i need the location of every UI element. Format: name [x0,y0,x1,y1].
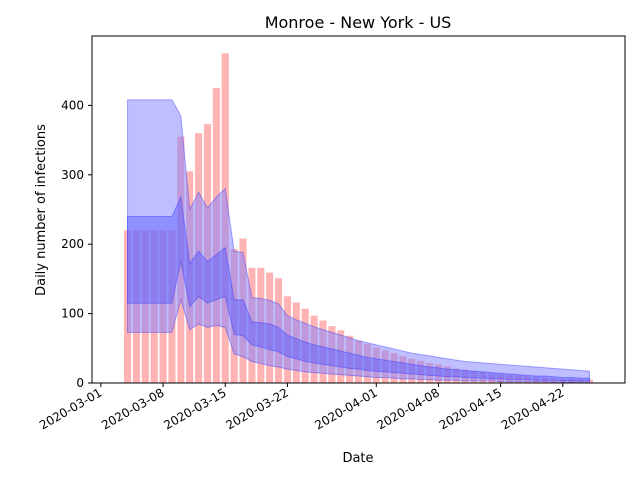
y-tick-label: 300 [61,168,84,182]
y-tick-label: 200 [61,237,84,251]
plot-area [123,53,594,384]
x-axis-label: Date [342,451,373,466]
inner-band [127,195,590,382]
y-tick-label: 100 [61,307,84,321]
y-tick-label: 400 [61,98,84,112]
chart-title: Monroe - New York - US [265,13,452,32]
y-tick-label: 0 [76,376,84,390]
y-axis-label: Daily number of infections [34,124,49,296]
axes-frame [91,35,626,384]
